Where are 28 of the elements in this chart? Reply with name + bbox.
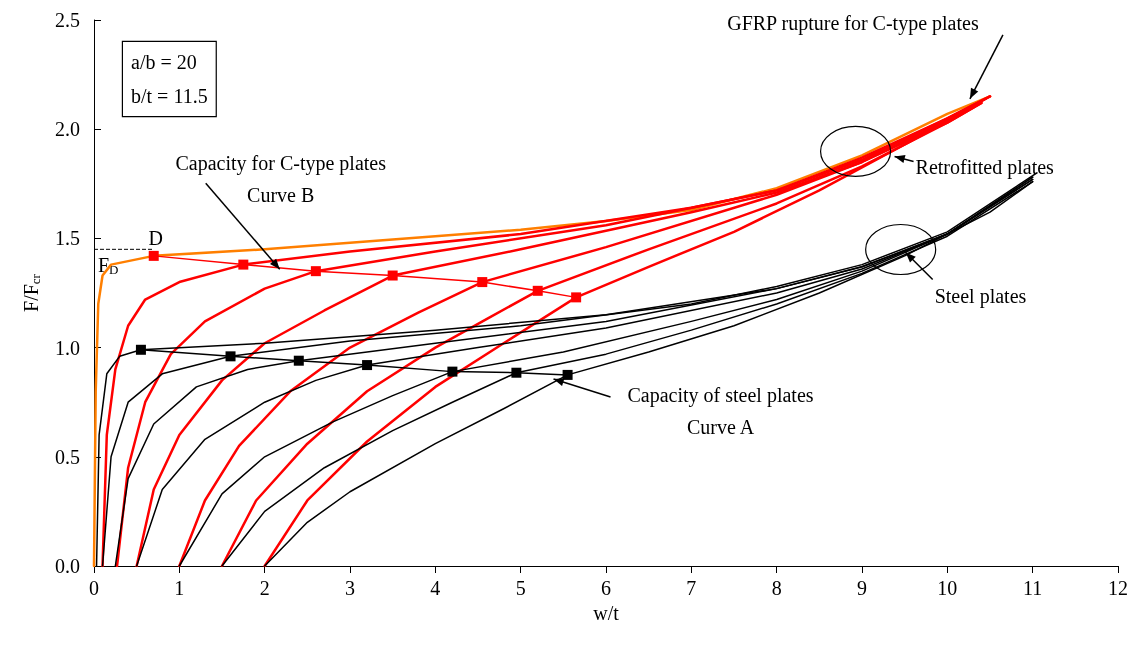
x-tick-label: 12 (1108, 577, 1128, 599)
annotation: GFRP rupture for C-type plates (727, 11, 979, 35)
annotation: Retrofitted plates (915, 156, 1055, 180)
x-tick-label: 11 (1023, 577, 1043, 599)
y-axis-title: F/Fcr (19, 273, 43, 312)
x-tick-label: 2 (259, 577, 270, 599)
annotation: Steel plates (934, 284, 1027, 308)
x-tick-label: 7 (686, 577, 697, 599)
annotation: Capacity of steel plates Curve A (627, 383, 814, 438)
x-tick-label: 1 (174, 577, 185, 599)
x-tick-label: 3 (345, 577, 355, 599)
y-tick-label: 2.0 (55, 118, 80, 141)
annotation: a/b = 20 b/t = 11.5 (131, 51, 208, 107)
annotation: Capacity for C-type plates Curve B (175, 152, 387, 207)
y-tick-label: 0.0 (55, 555, 80, 577)
x-tick-label: 8 (771, 577, 782, 599)
x-tick-label: 9 (857, 577, 867, 599)
x-tick-label: 0 (89, 577, 99, 599)
x-axis-title: w/t (593, 601, 620, 624)
x-tick-label: 10 (937, 577, 958, 599)
y-tick-label: 0.5 (55, 445, 80, 468)
x-tick-label: 5 (515, 577, 526, 599)
x-tick-label: 6 (601, 577, 611, 599)
y-tick-label: 1.5 (55, 227, 80, 250)
y-tick-label: 2.5 (55, 9, 80, 31)
y-tick-label: 1.0 (55, 336, 80, 359)
x-tick-label: 4 (430, 577, 441, 599)
annotation: D (148, 226, 163, 249)
